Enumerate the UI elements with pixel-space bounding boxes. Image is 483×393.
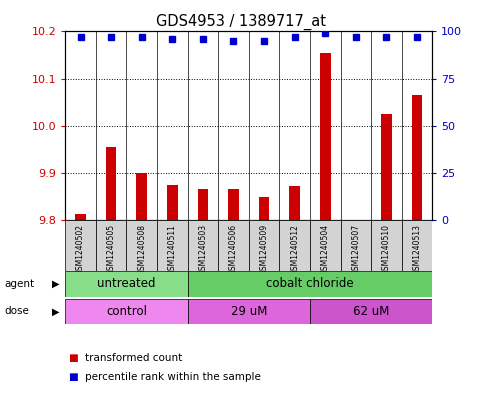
Bar bbox=[218, 220, 249, 271]
Text: GSM1240513: GSM1240513 bbox=[412, 224, 422, 275]
Bar bbox=[136, 173, 147, 220]
Bar bbox=[167, 185, 178, 220]
Bar bbox=[65, 271, 187, 297]
Text: ■: ■ bbox=[68, 353, 77, 363]
Bar bbox=[279, 220, 310, 271]
Text: transformed count: transformed count bbox=[85, 353, 182, 363]
Text: GSM1240503: GSM1240503 bbox=[199, 224, 207, 275]
Text: GSM1240512: GSM1240512 bbox=[290, 224, 299, 275]
Text: untreated: untreated bbox=[97, 277, 156, 290]
Bar bbox=[157, 220, 187, 271]
Bar bbox=[412, 95, 422, 220]
Text: GSM1240502: GSM1240502 bbox=[76, 224, 85, 275]
Text: GSM1240507: GSM1240507 bbox=[351, 224, 360, 275]
Bar bbox=[187, 271, 432, 297]
Bar bbox=[289, 185, 300, 220]
Text: GSM1240504: GSM1240504 bbox=[321, 224, 330, 275]
Text: GSM1240508: GSM1240508 bbox=[137, 224, 146, 275]
Bar bbox=[249, 220, 279, 271]
Text: cobalt chloride: cobalt chloride bbox=[266, 277, 354, 290]
Text: GDS4953 / 1389717_at: GDS4953 / 1389717_at bbox=[156, 14, 327, 30]
Bar bbox=[65, 299, 187, 324]
Bar bbox=[127, 220, 157, 271]
Bar bbox=[310, 220, 341, 271]
Bar bbox=[381, 114, 392, 220]
Bar bbox=[187, 220, 218, 271]
Bar bbox=[198, 189, 208, 220]
Bar bbox=[371, 220, 402, 271]
Text: percentile rank within the sample: percentile rank within the sample bbox=[85, 372, 260, 382]
Text: dose: dose bbox=[5, 307, 30, 316]
Bar bbox=[65, 220, 96, 271]
Bar bbox=[106, 147, 116, 220]
Bar bbox=[187, 299, 310, 324]
Text: ▶: ▶ bbox=[52, 307, 59, 316]
Text: agent: agent bbox=[5, 279, 35, 289]
Bar bbox=[310, 299, 432, 324]
Bar bbox=[75, 214, 86, 220]
Text: ▶: ▶ bbox=[52, 279, 59, 289]
Text: GSM1240511: GSM1240511 bbox=[168, 224, 177, 275]
Text: GSM1240509: GSM1240509 bbox=[259, 224, 269, 275]
Text: 29 uM: 29 uM bbox=[230, 305, 267, 318]
Bar bbox=[402, 220, 432, 271]
Bar bbox=[341, 220, 371, 271]
Text: GSM1240506: GSM1240506 bbox=[229, 224, 238, 275]
Bar bbox=[96, 220, 127, 271]
Text: control: control bbox=[106, 305, 147, 318]
Text: 62 uM: 62 uM bbox=[353, 305, 389, 318]
Text: GSM1240510: GSM1240510 bbox=[382, 224, 391, 275]
Bar bbox=[259, 197, 270, 220]
Bar bbox=[320, 53, 330, 220]
Bar bbox=[228, 189, 239, 220]
Text: ■: ■ bbox=[68, 372, 77, 382]
Text: GSM1240505: GSM1240505 bbox=[107, 224, 115, 275]
